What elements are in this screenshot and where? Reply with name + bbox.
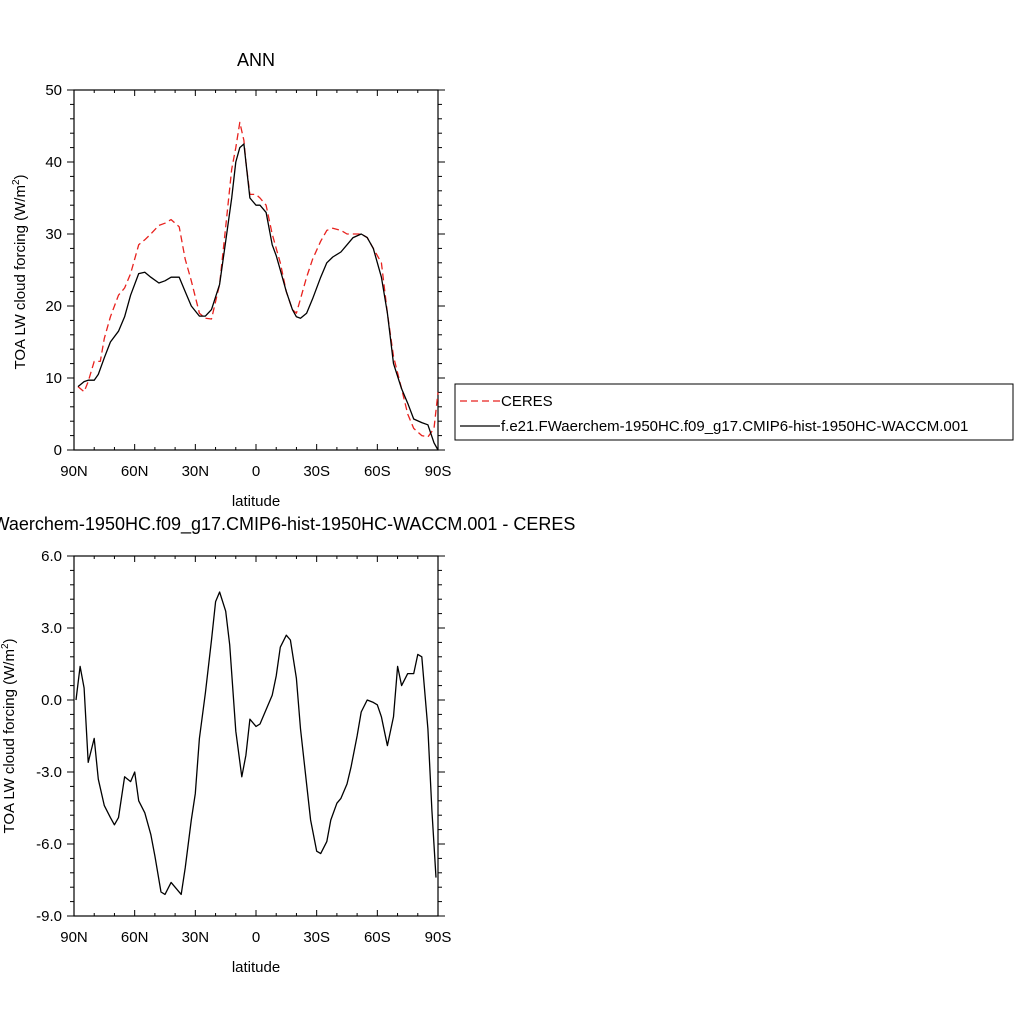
- top-x-tick-labels: 90N 60N 30N 0 30S 60S 90S: [60, 463, 451, 480]
- top-title: ANN: [237, 50, 275, 70]
- bottom-title: f.e21.FWaerchem-1950HC.f09_g17.CMIP6-his…: [0, 514, 575, 535]
- y-tick-label: 0.0: [41, 692, 62, 709]
- x-tick-label: 60N: [121, 929, 149, 946]
- top-y-axis-label-close: ): [12, 174, 29, 179]
- y-tick-label: 6.0: [41, 548, 62, 565]
- x-tick-label: 30S: [303, 929, 330, 946]
- x-tick-label: 90N: [60, 463, 88, 480]
- bottom-y-axis-label-close: ): [1, 638, 18, 643]
- y-tick-label: 0: [54, 442, 62, 459]
- x-tick-label: 90S: [425, 463, 452, 480]
- series-line-ceres: [77, 121, 439, 438]
- y-tick-label: 20: [45, 298, 62, 315]
- bottom-axis-ticks: [67, 555, 445, 917]
- x-tick-label: 90N: [60, 929, 88, 946]
- y-tick-label: 40: [45, 154, 62, 171]
- x-tick-label: 0: [252, 463, 260, 480]
- y-tick-label: 30: [45, 226, 62, 243]
- top-y-axis-label: TOA LW cloud forcing (W/m2): [11, 174, 29, 369]
- y-tick-label: -9.0: [36, 908, 62, 925]
- top-y-axis-label-main: TOA LW cloud forcing (W/m: [12, 185, 29, 370]
- y-tick-label: 50: [45, 82, 62, 99]
- series-line-model: [75, 591, 437, 896]
- x-tick-label: 0: [252, 929, 260, 946]
- x-tick-label: 30N: [182, 463, 210, 480]
- bottom-y-axis-label-sup: 2: [0, 643, 11, 649]
- top-axis-ticks: [67, 89, 445, 451]
- legend: CERES f.e21.FWaerchem-1950HC.f09_g17.CMI…: [454, 383, 1014, 441]
- bottom-plot-frame: [73, 555, 439, 917]
- x-tick-label: 60N: [121, 463, 149, 480]
- y-tick-label: 10: [45, 370, 62, 387]
- bottom-y-axis-label-main: TOA LW cloud forcing (W/m: [1, 649, 18, 834]
- legend-label-ceres: CERES: [501, 393, 553, 410]
- x-tick-label: 60S: [364, 463, 391, 480]
- legend-box: [454, 383, 1014, 441]
- bottom-x-axis-label: latitude: [232, 959, 280, 976]
- y-tick-label: -3.0: [36, 764, 62, 781]
- bottom-panel: f.e21.FWaerchem-1950HC.f09_g17.CMIP6-his…: [0, 514, 575, 976]
- bottom-y-axis-label: TOA LW cloud forcing (W/m2): [0, 638, 18, 833]
- top-y-tick-labels: 0 10 20 30 40 50: [45, 82, 62, 459]
- top-series-group: [77, 121, 439, 451]
- y-tick-label: 3.0: [41, 620, 62, 637]
- series-line-model: [77, 143, 439, 451]
- x-tick-label: 90S: [425, 929, 452, 946]
- x-tick-label: 60S: [364, 929, 391, 946]
- y-tick-label: -6.0: [36, 836, 62, 853]
- top-x-axis-label: latitude: [232, 493, 280, 510]
- bottom-x-tick-labels: 90N 60N 30N 0 30S 60S 90S: [60, 929, 451, 946]
- x-tick-label: 30S: [303, 463, 330, 480]
- x-tick-label: 30N: [182, 929, 210, 946]
- top-plot-frame: [73, 89, 439, 451]
- top-panel: ANN 90N 60N 30N 0 30S 60S 90S 0 10 20 30 40 50 lati…: [11, 50, 1014, 510]
- top-y-axis-label-sup: 2: [11, 179, 22, 185]
- bottom-series-group: [75, 591, 437, 896]
- bottom-y-tick-labels: 6.0 3.0 0.0 -3.0 -6.0 -9.0: [36, 548, 62, 925]
- legend-label-model: f.e21.FWaerchem-1950HC.f09_g17.CMIP6-his…: [501, 418, 968, 435]
